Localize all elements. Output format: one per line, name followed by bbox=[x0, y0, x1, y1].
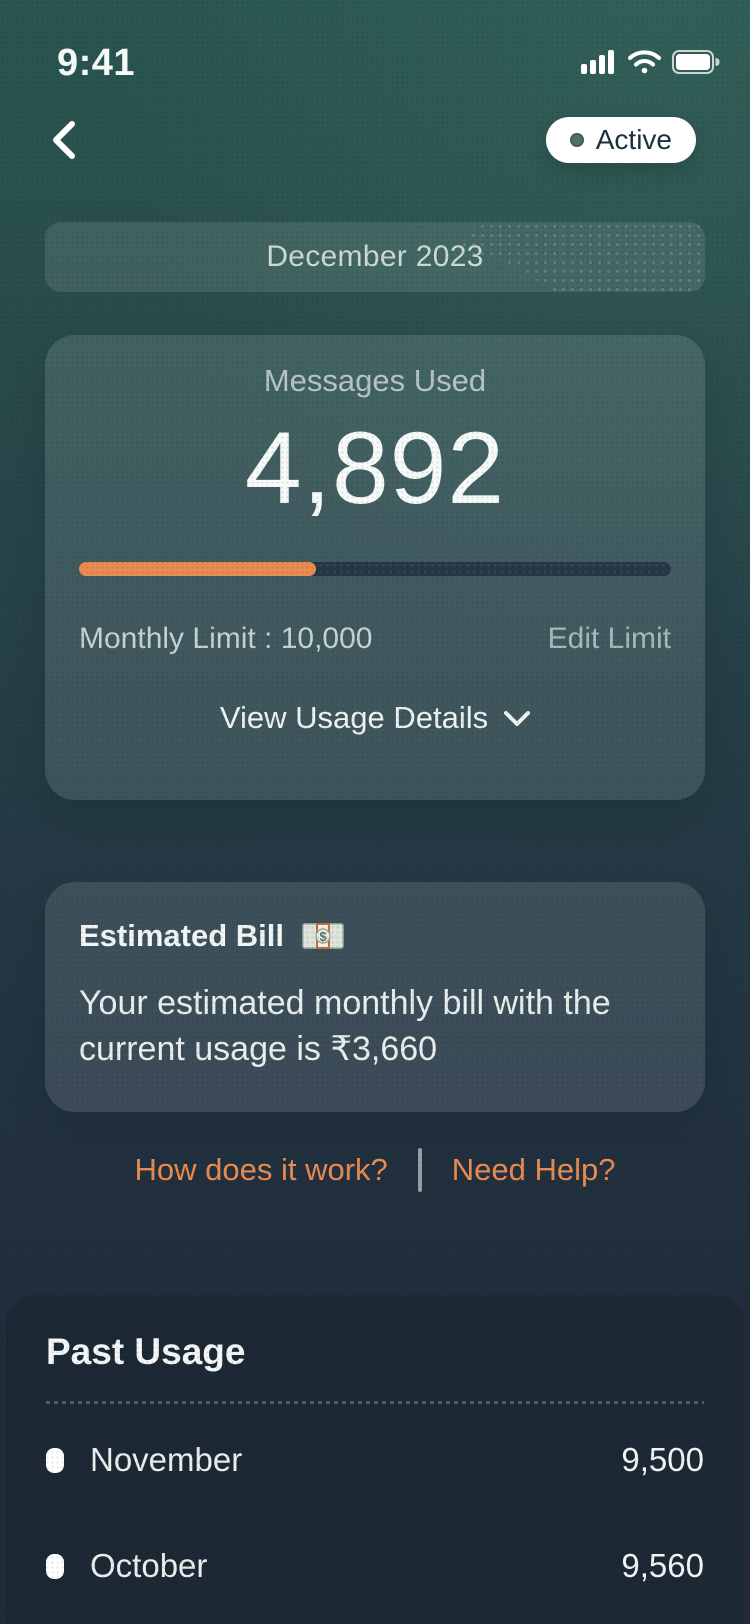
usage-progress bbox=[79, 562, 671, 577]
period-selector: December 2023 bbox=[45, 222, 705, 292]
past-usage-panel: Past Usage November 9,500 October 9,560 bbox=[6, 1295, 744, 1624]
status-badge-label: Active bbox=[595, 124, 672, 155]
progress-track bbox=[79, 562, 671, 577]
estimated-bill-card: Estimated Bill $ Your estimated monthly … bbox=[45, 882, 705, 1113]
usage-history-row: October 9,560 bbox=[46, 1544, 704, 1588]
past-usage-title: Past Usage bbox=[46, 1331, 246, 1372]
status-time: 9:41 bbox=[57, 42, 136, 84]
progress-fill bbox=[79, 562, 316, 577]
need-help-link[interactable]: Need Help? bbox=[451, 1152, 616, 1187]
usage-history-row: November 9,500 bbox=[46, 1438, 704, 1482]
battery-icon bbox=[672, 50, 720, 74]
usage-card-title: Messages Used bbox=[263, 363, 487, 398]
status-badge: Active bbox=[545, 117, 696, 163]
chevron-down-icon bbox=[504, 710, 531, 726]
usage-row-value: 9,560 bbox=[621, 1547, 704, 1584]
usage-row-month: November bbox=[90, 1441, 243, 1478]
help-links: How does it work? Need Help? bbox=[0, 1148, 750, 1192]
wifi-icon bbox=[628, 50, 661, 74]
messages-used-count: 4,892 bbox=[244, 411, 506, 525]
period-label: December 2023 bbox=[266, 240, 484, 273]
past-usage-divider bbox=[46, 1401, 704, 1404]
view-usage-details-label: View Usage Details bbox=[219, 700, 489, 736]
usage-timeline: November 9,500 October 9,560 bbox=[46, 1438, 704, 1588]
view-usage-details-button[interactable]: View Usage Details bbox=[45, 700, 705, 736]
back-chevron-icon bbox=[52, 120, 76, 160]
usage-row-value: 9,500 bbox=[621, 1441, 704, 1478]
monthly-limit-label: Monthly Limit : 10,000 bbox=[79, 622, 373, 656]
timeline-marker-icon bbox=[46, 1553, 64, 1579]
svg-text:$: $ bbox=[319, 929, 327, 944]
status-icons bbox=[581, 50, 720, 74]
links-divider bbox=[417, 1148, 422, 1192]
bill-card-title: Estimated Bill bbox=[79, 918, 284, 953]
banknote-icon: $ bbox=[302, 921, 344, 951]
edit-limit-button[interactable]: Edit Limit bbox=[547, 622, 671, 656]
signal-strength-icon bbox=[581, 50, 617, 74]
usage-row-month: October bbox=[90, 1547, 208, 1584]
back-button[interactable] bbox=[40, 112, 88, 168]
bill-estimate-text: Your estimated monthly bill with the cur… bbox=[79, 984, 611, 1069]
status-dot-icon bbox=[569, 133, 584, 147]
messages-usage-card: Messages Used 4,892 Monthly Limit : 10,0… bbox=[45, 335, 705, 800]
how-it-works-link[interactable]: How does it work? bbox=[134, 1152, 388, 1187]
timeline-marker-icon bbox=[46, 1447, 64, 1473]
